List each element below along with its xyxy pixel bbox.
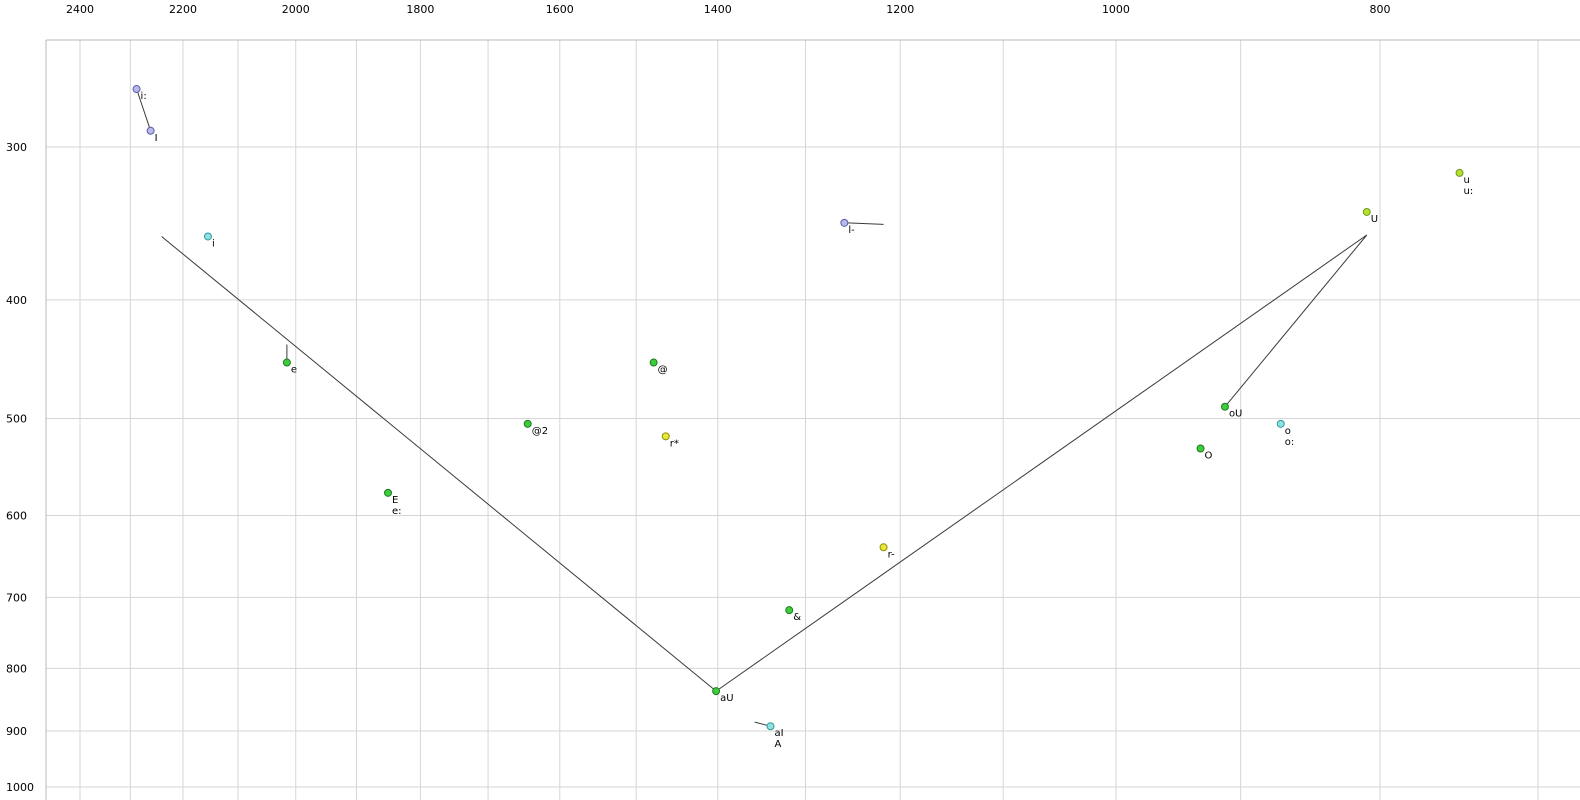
vowel-point[interactable] xyxy=(661,432,670,441)
vowel-point[interactable] xyxy=(649,358,658,367)
vowel-point-label: oU xyxy=(1229,409,1242,420)
vowel-point-label: r* xyxy=(670,438,679,449)
vowel-point-label: O xyxy=(1205,451,1213,462)
vowel-point-label: & xyxy=(793,612,801,623)
vowel-point[interactable] xyxy=(146,126,155,135)
y-tick-label: 500 xyxy=(6,413,27,426)
vowel-point-sublabel: A xyxy=(775,739,782,750)
trajectory-line xyxy=(715,234,1368,692)
vowel-point-label: o xyxy=(1285,426,1291,437)
vowel-point-sublabel: o: xyxy=(1285,437,1295,448)
y-tick-label: 300 xyxy=(6,141,27,154)
vowel-point[interactable] xyxy=(879,543,888,552)
vowel-point-label: u xyxy=(1464,175,1470,186)
vowel-point-label: I xyxy=(155,133,158,144)
vowel-point-label: i: xyxy=(141,91,147,102)
vowel-point-label: r- xyxy=(888,549,895,560)
vowel-point[interactable] xyxy=(383,488,392,497)
vowel-point[interactable] xyxy=(1196,444,1205,453)
x-tick-label: 1400 xyxy=(704,3,732,16)
vowel-point[interactable] xyxy=(785,606,794,615)
vowel-point[interactable] xyxy=(132,85,141,94)
x-tick-label: 1200 xyxy=(886,3,914,16)
vowel-point-label: i xyxy=(212,238,215,249)
vowel-point[interactable] xyxy=(1362,207,1371,216)
vowel-point-sublabel: e: xyxy=(392,506,402,517)
trajectory-line xyxy=(844,222,884,225)
y-tick-label: 800 xyxy=(6,662,27,675)
vowel-point-label: @2 xyxy=(532,426,548,437)
y-tick-label: 700 xyxy=(6,591,27,604)
trajectory-line xyxy=(1224,234,1368,408)
x-tick-label: 1600 xyxy=(546,3,574,16)
vowel-point[interactable] xyxy=(1455,168,1464,177)
vowel-point[interactable] xyxy=(840,218,849,227)
y-tick-label: 600 xyxy=(6,509,27,522)
vowel-point-label: e xyxy=(291,365,297,376)
x-tick-label: 2000 xyxy=(282,3,310,16)
x-tick-label: 1000 xyxy=(1102,3,1130,16)
y-tick-label: 1000 xyxy=(6,781,34,794)
vowel-point-label: aI xyxy=(775,728,784,739)
trajectory-line xyxy=(136,88,152,131)
vowel-point-label: l- xyxy=(848,225,855,236)
x-tick-label: 2400 xyxy=(66,3,94,16)
vowel-point[interactable] xyxy=(203,232,212,241)
x-tick-label: 1800 xyxy=(406,3,434,16)
vowel-point-label: U xyxy=(1371,214,1378,225)
vowel-point[interactable] xyxy=(1220,402,1229,411)
x-tick-label: 800 xyxy=(1370,3,1391,16)
y-tick-label: 400 xyxy=(6,294,27,307)
trajectory-line xyxy=(161,236,717,692)
vowel-point[interactable] xyxy=(1276,419,1285,428)
x-tick-label: 2200 xyxy=(169,3,197,16)
vowel-point[interactable] xyxy=(523,419,532,428)
vowel-point-label: @ xyxy=(658,365,668,376)
vowel-point[interactable] xyxy=(766,722,775,731)
vowel-point-sublabel: u: xyxy=(1464,186,1474,197)
vowel-point[interactable] xyxy=(712,687,721,696)
y-tick-label: 900 xyxy=(6,725,27,738)
vowel-point-label: E xyxy=(392,495,398,506)
vowel-point[interactable] xyxy=(282,358,291,367)
vowel-point-label: aU xyxy=(720,693,733,704)
